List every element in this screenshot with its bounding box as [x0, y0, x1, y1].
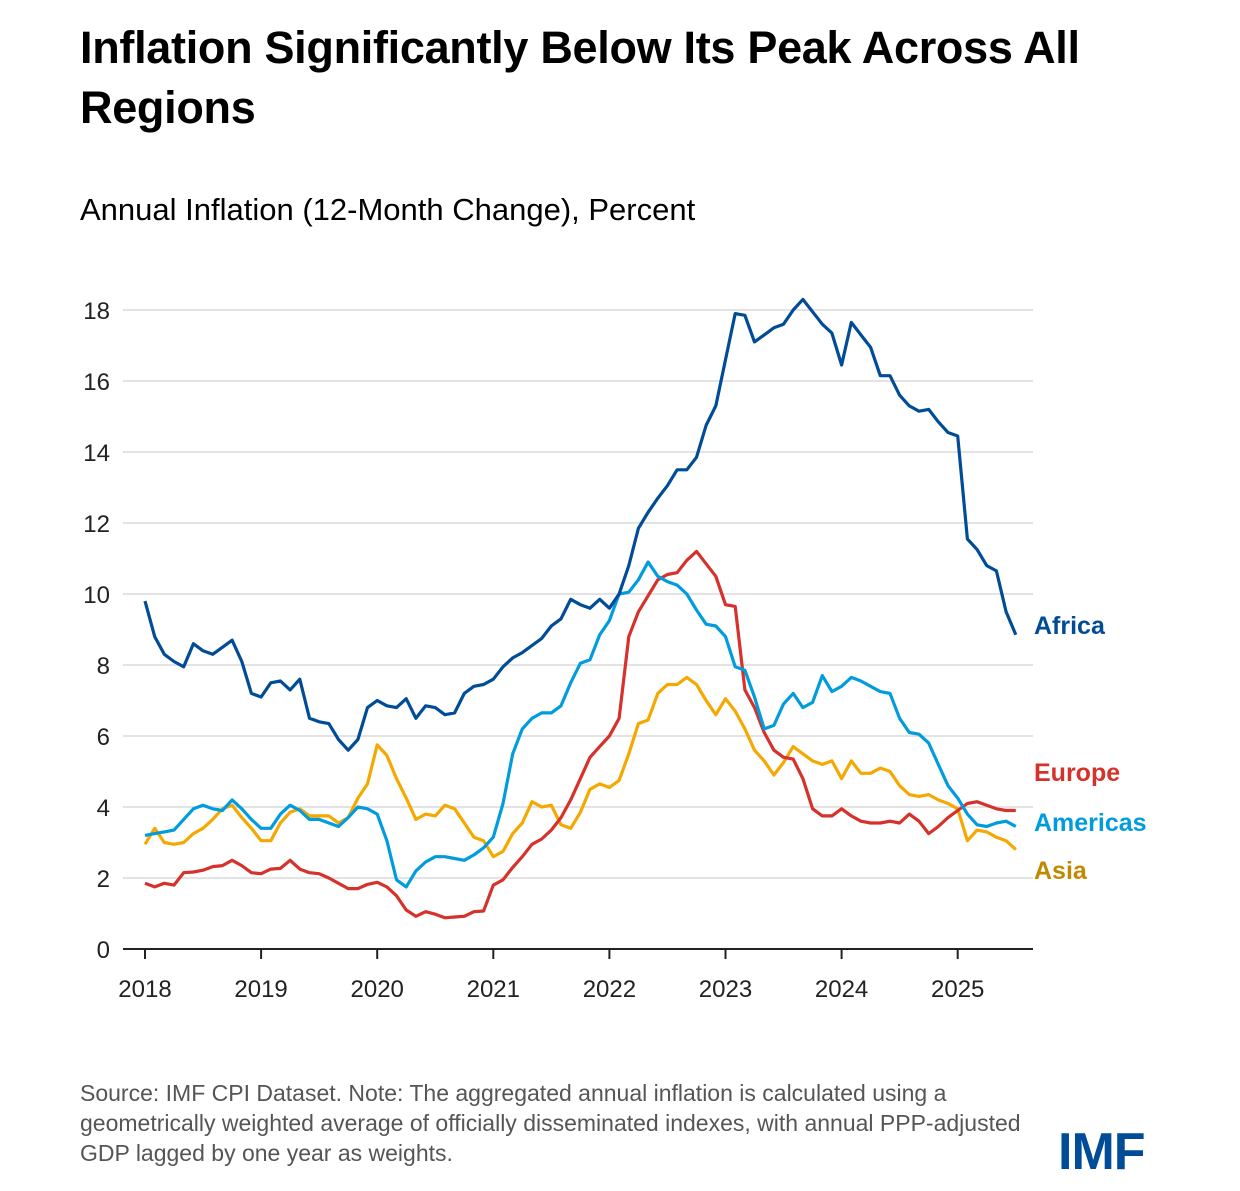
x-tick-label: 2021	[467, 976, 520, 1003]
source-note: Source: IMF CPI Dataset. Note: The aggre…	[80, 1080, 1021, 1166]
line-chart: 0 2 4 6 8 10 12 14 16 18 2018 2019 2020 2021 2022 2023 2…	[83, 297, 1147, 1003]
series-line-americas	[144, 560, 1017, 889]
y-tick-label: 6	[97, 724, 110, 751]
series-label-europe: Europe	[1034, 759, 1120, 787]
x-tick-label: 2018	[118, 976, 171, 1003]
x-tick-label: 2022	[583, 976, 636, 1003]
series-line-asia	[143, 675, 1017, 859]
y-tick-label: 12	[83, 511, 110, 538]
y-tick-label: 2	[97, 866, 110, 893]
y-tick-label: 16	[83, 369, 110, 396]
chart-subtitle: Annual Inflation (12-Month Change), Perc…	[80, 192, 696, 227]
x-tick-label: 2020	[351, 976, 404, 1003]
series-label-americas: Americas	[1034, 809, 1147, 837]
x-tick-label: 2025	[931, 976, 984, 1003]
x-tick-label: 2019	[234, 976, 287, 1003]
y-tick-label: 8	[97, 653, 110, 680]
series-label-asia: Asia	[1034, 857, 1088, 885]
y-tick-label: 14	[83, 440, 110, 467]
y-tick-label: 0	[97, 937, 110, 964]
y-tick-label: 10	[83, 582, 110, 609]
series-line-europe	[144, 549, 1016, 920]
series-label-africa: Africa	[1034, 612, 1106, 640]
y-tick-label: 4	[97, 795, 110, 822]
imf-logo: IMF	[1058, 1123, 1146, 1181]
x-tick-label: 2024	[815, 976, 868, 1003]
y-tick-label: 18	[83, 298, 110, 325]
series-line-africa	[143, 297, 1018, 752]
chart-title: Inflation Significantly Below Its Peak A…	[80, 22, 1080, 133]
x-tick-label: 2023	[699, 976, 752, 1003]
